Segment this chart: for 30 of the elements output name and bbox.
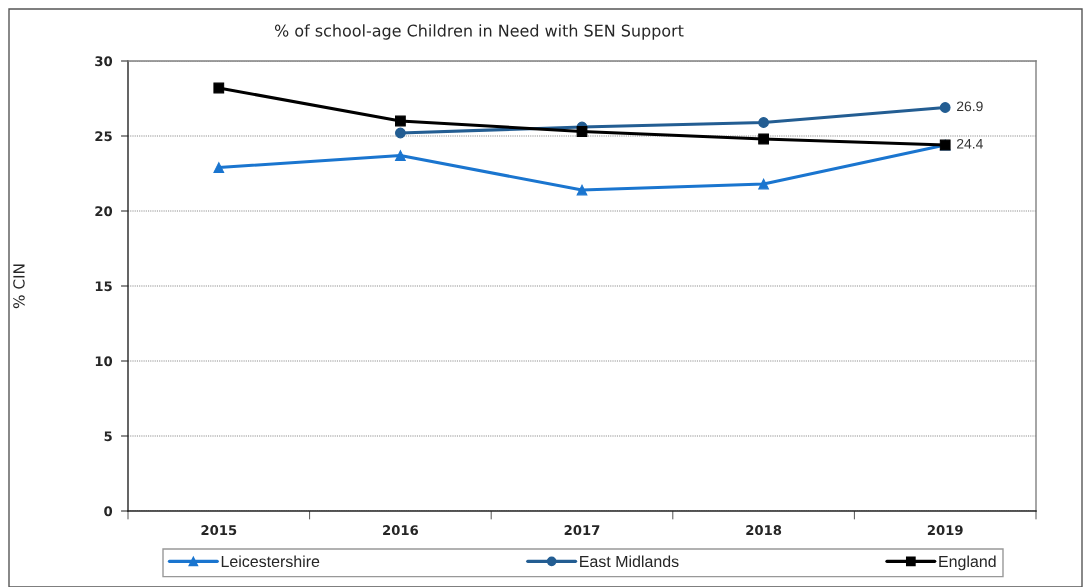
- point: [576, 184, 588, 196]
- y-tick-label: 20: [95, 206, 113, 217]
- point: [758, 133, 769, 145]
- point: [395, 127, 406, 139]
- y-axis-title: % CIN: [13, 264, 25, 309]
- y-tick-label: 30: [95, 56, 113, 67]
- point: [213, 162, 225, 173]
- x-tick-label: 2016: [383, 525, 419, 536]
- legend-label: East Midlands: [580, 555, 679, 568]
- x-tick-label: 2018: [746, 525, 782, 536]
- point: [758, 178, 769, 190]
- point: [576, 126, 588, 137]
- x-tick-label: 2017: [564, 525, 600, 536]
- point: [213, 82, 225, 94]
- data-label: 26.9: [957, 101, 983, 112]
- point: [939, 102, 951, 113]
- legend-label: England: [939, 555, 996, 571]
- point: [758, 117, 769, 128]
- y-tick-label: 25: [95, 131, 112, 142]
- data-label: 24.4: [957, 138, 983, 149]
- legend-label: Leicestershire: [221, 555, 320, 568]
- x-tick-label: 2015: [201, 525, 237, 536]
- point: [395, 150, 406, 161]
- y-tick-label: 15: [95, 281, 112, 292]
- chart-title: % of school-age Children in Need with SEN Support: [274, 24, 684, 40]
- y-tick-label: 0: [104, 506, 113, 517]
- x-tick-label: 2019: [927, 525, 963, 536]
- point: [395, 115, 406, 127]
- y-tick-label: 10: [95, 356, 113, 367]
- y-tick-label: 5: [104, 431, 112, 442]
